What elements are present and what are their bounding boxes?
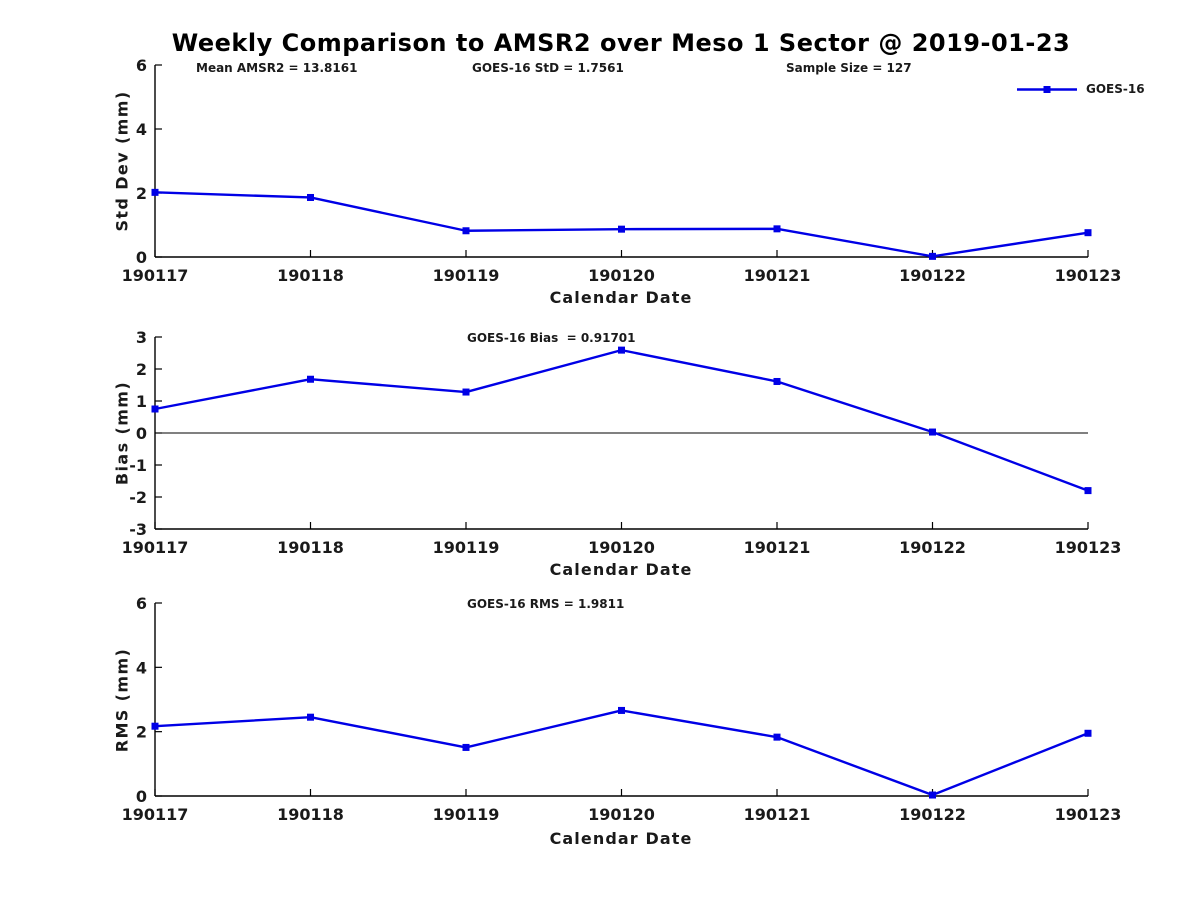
series-line bbox=[153, 348, 1090, 492]
data-point-marker bbox=[307, 713, 314, 721]
y-tick-label: 4 bbox=[136, 658, 147, 677]
x-tick-label: 190118 bbox=[277, 266, 344, 285]
chart-rms: 0 2 4 6 190117 190118 190119 190120 190121 190122… bbox=[122, 594, 1122, 824]
annotation-goes16-bias: GOES-16 Bias = 0.91701 bbox=[467, 331, 636, 345]
y-axis-label-rms: RMS (mm) bbox=[112, 647, 132, 753]
y-tick-label: 1 bbox=[136, 392, 147, 411]
y-tick-label: 2 bbox=[136, 723, 147, 742]
y-tick-label: 0 bbox=[136, 787, 147, 806]
x-tick-label: 190121 bbox=[744, 805, 811, 824]
legend: GOES-16 bbox=[1016, 82, 1145, 96]
y-tick-label: 3 bbox=[136, 328, 147, 347]
x-tick-label: 190120 bbox=[588, 805, 655, 824]
chart-std-dev: 0 2 4 6 190117 190118 190119 190120 190121 190122… bbox=[122, 56, 1122, 285]
data-point-marker bbox=[618, 346, 625, 354]
y-tick-label: 4 bbox=[136, 120, 147, 139]
data-point-marker bbox=[929, 791, 936, 799]
y-tick-label: 2 bbox=[136, 360, 147, 379]
data-point-marker bbox=[618, 225, 625, 233]
x-axis-label-stddev: Calendar Date bbox=[549, 288, 693, 307]
x-tick-label: 190121 bbox=[744, 538, 811, 557]
data-point-marker bbox=[151, 722, 159, 730]
x-tick-label: 190120 bbox=[588, 538, 655, 557]
data-point-marker bbox=[462, 388, 470, 396]
data-point-marker bbox=[773, 733, 781, 741]
x-tick-label: 190117 bbox=[122, 538, 189, 557]
series-line bbox=[153, 709, 1090, 797]
data-point-marker bbox=[151, 188, 159, 196]
data-point-marker bbox=[929, 252, 936, 260]
data-point-marker bbox=[151, 405, 159, 413]
annotation-sample-size: Sample Size = 127 bbox=[786, 61, 912, 75]
figure-title: Weekly Comparison to AMSR2 over Meso 1 S… bbox=[171, 29, 1071, 57]
x-tick-label: 190118 bbox=[277, 538, 344, 557]
y-tick-label: 6 bbox=[136, 56, 147, 75]
annotation-mean-amsr2: Mean AMSR2 = 13.8161 bbox=[196, 61, 358, 75]
y-tick-label: -1 bbox=[129, 456, 147, 475]
data-point-marker bbox=[307, 193, 314, 201]
x-tick-label: 190119 bbox=[433, 538, 500, 557]
data-point-marker bbox=[1084, 487, 1092, 495]
x-axis-label-bias: Calendar Date bbox=[549, 560, 693, 579]
legend-line-sample bbox=[1017, 85, 1077, 93]
x-tick-label: 190121 bbox=[744, 266, 811, 285]
data-point-marker bbox=[462, 743, 470, 751]
y-tick-label: 6 bbox=[136, 594, 147, 613]
y-tick-label: 0 bbox=[136, 424, 147, 443]
data-point-marker bbox=[1084, 729, 1092, 737]
data-point-marker bbox=[1084, 229, 1092, 237]
y-tick-label: 2 bbox=[136, 184, 147, 203]
x-tick-label: 190123 bbox=[1055, 266, 1122, 285]
x-axis-label-rms: Calendar Date bbox=[549, 829, 693, 848]
data-point-marker bbox=[462, 227, 470, 235]
x-tick-label: 190119 bbox=[433, 266, 500, 285]
x-tick-label: 190122 bbox=[899, 266, 966, 285]
data-point-marker bbox=[929, 428, 936, 436]
x-tick-label: 190120 bbox=[588, 266, 655, 285]
data-point-marker bbox=[618, 706, 625, 714]
x-tick-label: 190122 bbox=[899, 805, 966, 824]
data-point-marker bbox=[773, 377, 781, 385]
x-tick-label: 190122 bbox=[899, 538, 966, 557]
y-axis-label-stddev: Std Dev (mm) bbox=[112, 90, 132, 232]
data-point-marker bbox=[307, 375, 314, 383]
y-axis-label-bias: Bias (mm) bbox=[112, 380, 132, 486]
x-tick-label: 190123 bbox=[1055, 805, 1122, 824]
x-tick-label: 190118 bbox=[277, 805, 344, 824]
annotation-goes16-std: GOES-16 StD = 1.7561 bbox=[472, 61, 624, 75]
x-tick-label: 190123 bbox=[1055, 538, 1122, 557]
x-tick-label: 190117 bbox=[122, 805, 189, 824]
x-tick-label: 190117 bbox=[122, 266, 189, 285]
y-tick-label: -3 bbox=[129, 520, 147, 539]
legend-label: GOES-16 bbox=[1086, 82, 1145, 96]
series-line bbox=[153, 191, 1090, 258]
x-tick-label: 190119 bbox=[433, 805, 500, 824]
y-tick-label: 0 bbox=[136, 248, 147, 267]
y-tick-label: -2 bbox=[129, 488, 147, 507]
data-point-marker bbox=[773, 225, 781, 233]
annotation-goes16-rms: GOES-16 RMS = 1.9811 bbox=[467, 597, 625, 611]
